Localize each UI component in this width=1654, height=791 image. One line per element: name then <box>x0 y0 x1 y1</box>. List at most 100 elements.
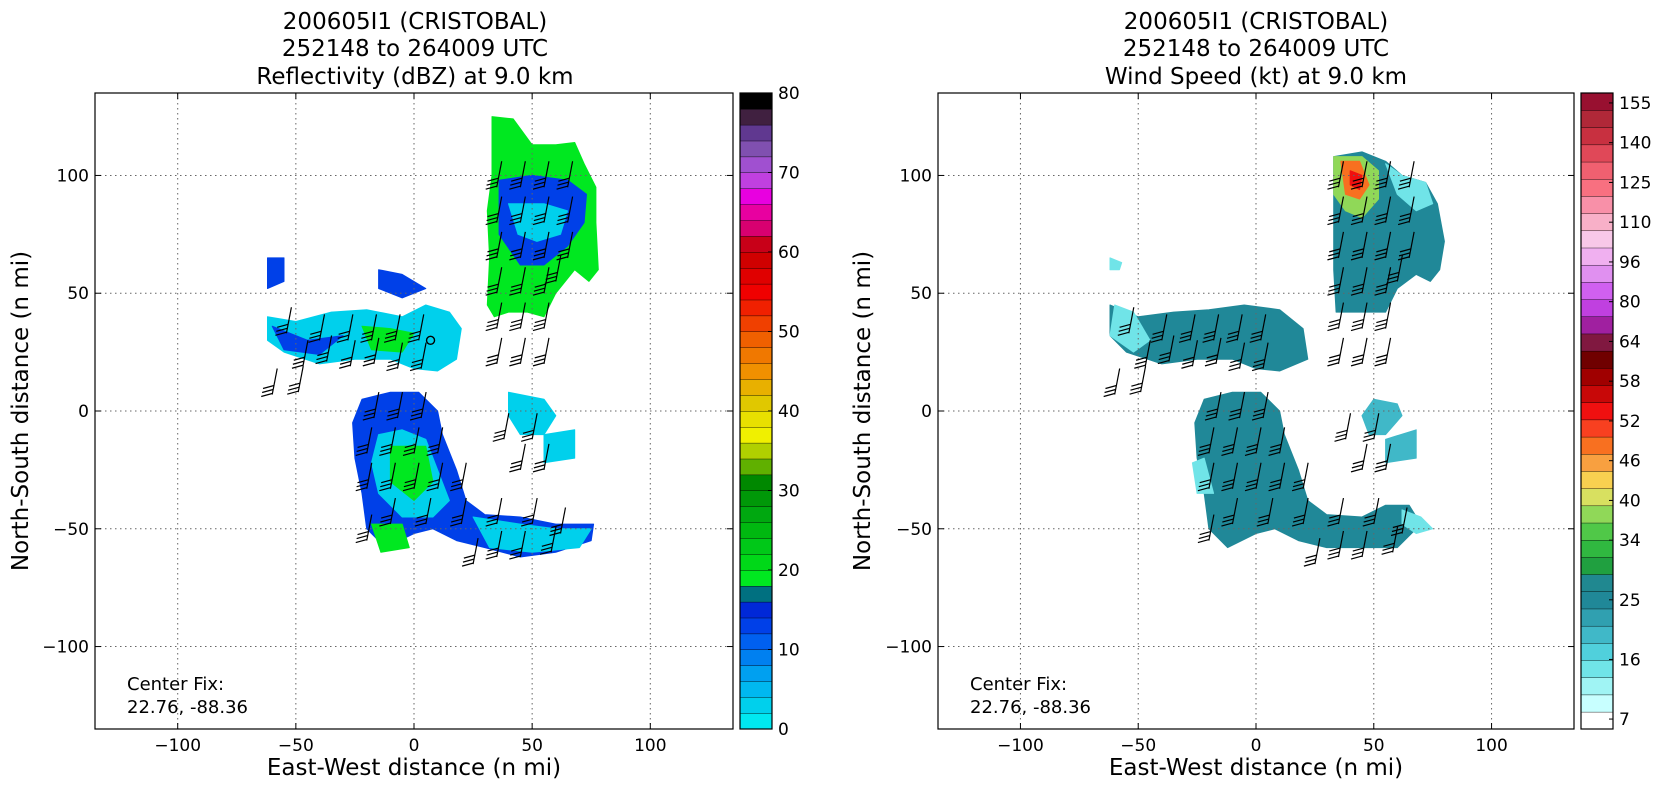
colorbar-swatch <box>1580 677 1614 696</box>
y-tick-label: −50 <box>53 520 89 540</box>
colorbar-swatch <box>1580 161 1614 180</box>
x-tick-label: −100 <box>154 736 201 756</box>
colorbar-swatch <box>1580 109 1614 128</box>
wind-barb <box>1228 391 1246 421</box>
colorbar-swatch <box>739 235 773 253</box>
colorbar-swatch <box>739 204 773 221</box>
x-tick-label: 100 <box>634 736 666 756</box>
colorbar-swatch <box>1580 316 1614 335</box>
x-tick-label: 50 <box>521 736 543 756</box>
colorbar-swatch <box>739 697 773 714</box>
colorbar-swatch <box>739 474 773 492</box>
reflectivity-colorbar <box>739 92 773 730</box>
colorbar-swatch <box>739 410 773 428</box>
colorbar-tick-label: 50 <box>778 323 800 343</box>
colorbar-swatch <box>739 92 773 110</box>
wind-barb <box>492 413 510 442</box>
wind-barb <box>485 231 503 261</box>
wind-barb <box>1117 307 1135 336</box>
wind-barb <box>556 196 574 226</box>
wind-barb <box>379 497 396 527</box>
wind-barb <box>402 462 420 492</box>
colorbar-tick-label: 40 <box>1619 491 1641 511</box>
y-tick-label: −50 <box>896 520 932 540</box>
wind-barb <box>409 342 427 372</box>
colorbar-tick-label: 25 <box>1619 591 1641 611</box>
y-tick-label: −100 <box>885 638 932 658</box>
colorbar-frame <box>1580 92 1614 730</box>
colorbar-swatch <box>1580 625 1614 644</box>
wind-barb <box>1350 161 1368 190</box>
wind-barb <box>1374 231 1392 261</box>
wind-barb <box>1362 413 1380 442</box>
wind-barb <box>1327 530 1345 560</box>
wind-barb <box>1244 427 1262 456</box>
colorbar-swatch <box>1580 470 1614 489</box>
wind-barb <box>1350 231 1368 261</box>
wind-barb <box>450 497 467 527</box>
colorbar-swatch <box>1580 574 1614 592</box>
wind-barb <box>509 530 526 560</box>
wind-barb <box>1221 462 1239 492</box>
wind-barb <box>362 391 380 421</box>
wind-barb <box>1291 462 1309 492</box>
colorbar-swatch <box>1580 92 1614 111</box>
wind-barb <box>556 161 574 190</box>
wind-speed-y-axis-label: North-South distance (n mi) <box>850 251 876 571</box>
echo-region <box>1385 429 1417 464</box>
reflectivity-x-axis-label: East-West distance (n mi) <box>267 755 561 781</box>
colorbar-swatch <box>739 522 773 539</box>
wind-barb <box>1150 314 1168 343</box>
y-tick-label: 50 <box>910 284 932 304</box>
x-tick-label: 50 <box>1363 736 1385 756</box>
wind-barb <box>1134 340 1151 369</box>
center-fix-marker <box>425 335 436 346</box>
echo-region <box>1385 163 1434 212</box>
wind-speed-panel: 200605I1 (CRISTOBAL) 252148 to 264009 UT… <box>850 9 1651 781</box>
wind-barb <box>1157 335 1175 365</box>
wind-barb <box>1327 337 1345 367</box>
wind-speed-title-line2: 252148 to 264009 UTC <box>1123 36 1389 62</box>
colorbar-swatch <box>739 315 773 333</box>
wind-barb <box>1291 497 1309 527</box>
colorbar-swatch <box>739 140 773 158</box>
wind-barb <box>520 497 538 527</box>
colorbar-tick-label: 155 <box>1619 94 1651 114</box>
wind-barb <box>1251 342 1269 372</box>
colorbar-swatch <box>1580 178 1614 197</box>
wind-barb <box>1397 161 1415 190</box>
colorbar-swatch <box>739 506 773 523</box>
wind-barb <box>1204 391 1222 421</box>
reflectivity-grid <box>95 93 733 729</box>
wind-barb <box>1374 302 1392 332</box>
wind-barb <box>1350 302 1368 332</box>
colorbar-swatch <box>739 283 773 301</box>
wind-barb <box>450 462 467 492</box>
wind-barb <box>509 302 526 332</box>
wind-barb <box>1350 196 1368 226</box>
wind-barb <box>362 337 380 367</box>
colorbar-swatch <box>1580 642 1614 661</box>
colorbar-swatch <box>1580 230 1614 249</box>
colorbar-swatch <box>739 490 773 507</box>
colorbar-tick-label: 96 <box>1619 253 1641 273</box>
colorbar-swatch <box>1580 281 1614 300</box>
colorbar-tick-label: 10 <box>778 641 800 661</box>
wind-speed-center-fix-value: 22.76, -88.36 <box>970 697 1091 718</box>
wind-speed-wind-barbs <box>1103 161 1415 567</box>
colorbar-swatch <box>1580 144 1614 163</box>
wind-speed-title-line3: Wind Speed (kt) at 9.0 km <box>1105 64 1407 90</box>
wind-barb <box>426 427 444 456</box>
wind-barb <box>1362 497 1380 527</box>
colorbar-swatch <box>739 426 773 444</box>
wind-barb <box>1327 267 1345 296</box>
wind-barb <box>1129 366 1147 395</box>
wind-speed-field <box>1109 151 1445 549</box>
wind-barb <box>261 368 278 398</box>
wind-barb <box>532 231 550 261</box>
colorbar-tick-label: 40 <box>778 402 800 422</box>
colorbar-swatch <box>1580 556 1614 575</box>
wind-barb <box>355 514 373 544</box>
colorbar-swatch <box>739 442 773 460</box>
colorbar-swatch <box>739 299 773 317</box>
